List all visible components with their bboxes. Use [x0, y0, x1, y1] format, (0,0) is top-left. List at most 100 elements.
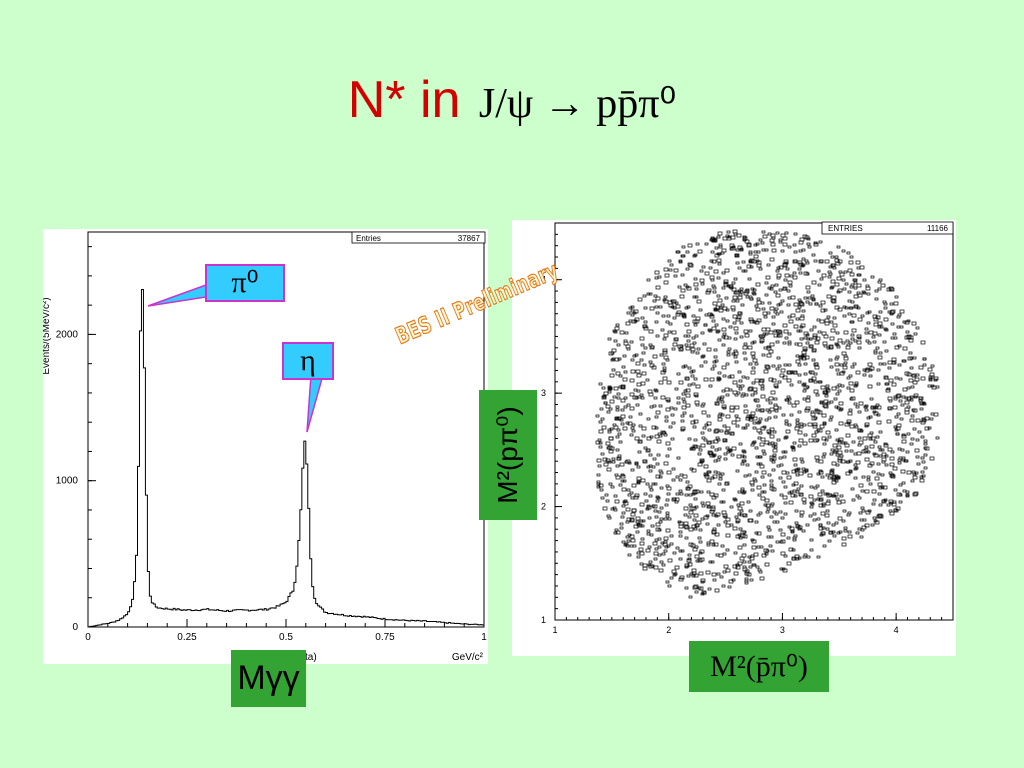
- scatter-point: [808, 438, 814, 443]
- scatter-point: [648, 392, 654, 397]
- scatter-point: [829, 471, 835, 476]
- scatter-point: [651, 465, 656, 469]
- scatter-point: [758, 462, 763, 466]
- scatter-point: [857, 293, 863, 298]
- scatter-point: [739, 335, 744, 339]
- scatter-point: [756, 404, 761, 408]
- scatter-point: [793, 302, 799, 307]
- scatter-point: [902, 387, 908, 392]
- scatter-point: [716, 458, 721, 462]
- scatter-point: [759, 545, 764, 549]
- scatter-point: [751, 291, 756, 295]
- scatter-point: [780, 299, 785, 303]
- scatter-point: [629, 518, 635, 523]
- scatter-point: [697, 558, 703, 563]
- scatter-point: [743, 291, 749, 296]
- scatter-point: [825, 492, 830, 496]
- scatter-point: [663, 295, 668, 299]
- scatter-point: [758, 511, 763, 515]
- scatter-point: [697, 452, 702, 456]
- scatter-point: [908, 378, 914, 383]
- scatter-point: [890, 322, 895, 326]
- scatter-point: [662, 542, 668, 547]
- scatter-point: [929, 456, 935, 461]
- scatter-point: [829, 286, 834, 290]
- scatter-point: [878, 448, 883, 452]
- scatter-point: [739, 321, 744, 325]
- scatter-point: [786, 378, 792, 383]
- scatter-point: [750, 351, 756, 356]
- scatter-point: [837, 389, 842, 393]
- scatter-point: [818, 470, 824, 475]
- scatter-point: [618, 385, 623, 389]
- scatter-point: [724, 296, 729, 300]
- scatter-point: [906, 386, 911, 390]
- scatter-point: [711, 326, 717, 331]
- scatter-point: [675, 475, 680, 479]
- scatter-point: [699, 269, 704, 273]
- scatter-point: [798, 240, 804, 245]
- scatter-point: [614, 326, 620, 331]
- scatter-point: [797, 556, 802, 560]
- scatter-point: [693, 377, 698, 381]
- scatter-point: [752, 387, 758, 392]
- scatter-point: [918, 396, 923, 400]
- scatter-point: [916, 462, 921, 466]
- scatter-point: [781, 470, 787, 475]
- scatter-point: [620, 384, 626, 389]
- scatter-point: [679, 575, 685, 580]
- scatter-point: [748, 362, 753, 366]
- scatter-point: [791, 548, 796, 552]
- scatter-point: [846, 376, 851, 380]
- scatter-point: [599, 407, 604, 411]
- scatter-point: [721, 365, 727, 370]
- scatter-point: [855, 531, 860, 535]
- scatter-point: [694, 287, 699, 291]
- scatter-point: [791, 556, 797, 561]
- scatter-point: [800, 460, 805, 464]
- scatter-point: [718, 245, 723, 249]
- scatter-point: [713, 269, 719, 274]
- scatter-point: [725, 523, 731, 528]
- scatter-point: [774, 283, 779, 287]
- scatter-point: [654, 538, 659, 542]
- scatter-point: [641, 351, 646, 355]
- scatter-point: [875, 315, 881, 320]
- scatter-point: [857, 346, 862, 350]
- scatter-point: [606, 410, 611, 414]
- scatter-point: [773, 383, 779, 388]
- scatter-point: [697, 462, 703, 467]
- scatter-point: [864, 408, 869, 412]
- scatter-point: [831, 263, 836, 267]
- scatter-point: [773, 329, 778, 333]
- scatter-point: [809, 328, 814, 332]
- scatter-point: [693, 584, 699, 589]
- scatter-point: [688, 503, 693, 507]
- scatter-point: [746, 500, 751, 504]
- scatter-point: [707, 587, 712, 591]
- scatter-point: [636, 476, 642, 481]
- scatter-point: [735, 469, 740, 473]
- scatter-point: [673, 407, 678, 411]
- scatter-point: [888, 286, 894, 291]
- scatter-point: [919, 478, 925, 483]
- scatter-point: [860, 506, 865, 510]
- scatter-point: [729, 431, 735, 436]
- scatter-point: [652, 457, 657, 461]
- scatter-point: [598, 382, 603, 386]
- scatter-point: [818, 523, 823, 527]
- scatter-point: [698, 540, 703, 544]
- scatter-point: [899, 309, 905, 314]
- scatter-point: [874, 520, 880, 525]
- scatter-point: [613, 494, 618, 498]
- scatter-point: [877, 355, 883, 360]
- scatter-point: [652, 541, 658, 546]
- scatter-point: [737, 490, 742, 494]
- scatter-point: [675, 492, 680, 496]
- scatter-point: [914, 448, 920, 453]
- scatter-point: [649, 345, 655, 350]
- scatter-point: [790, 295, 796, 300]
- scatter-point: [621, 504, 626, 508]
- hist-stats-label: Entries: [356, 234, 381, 243]
